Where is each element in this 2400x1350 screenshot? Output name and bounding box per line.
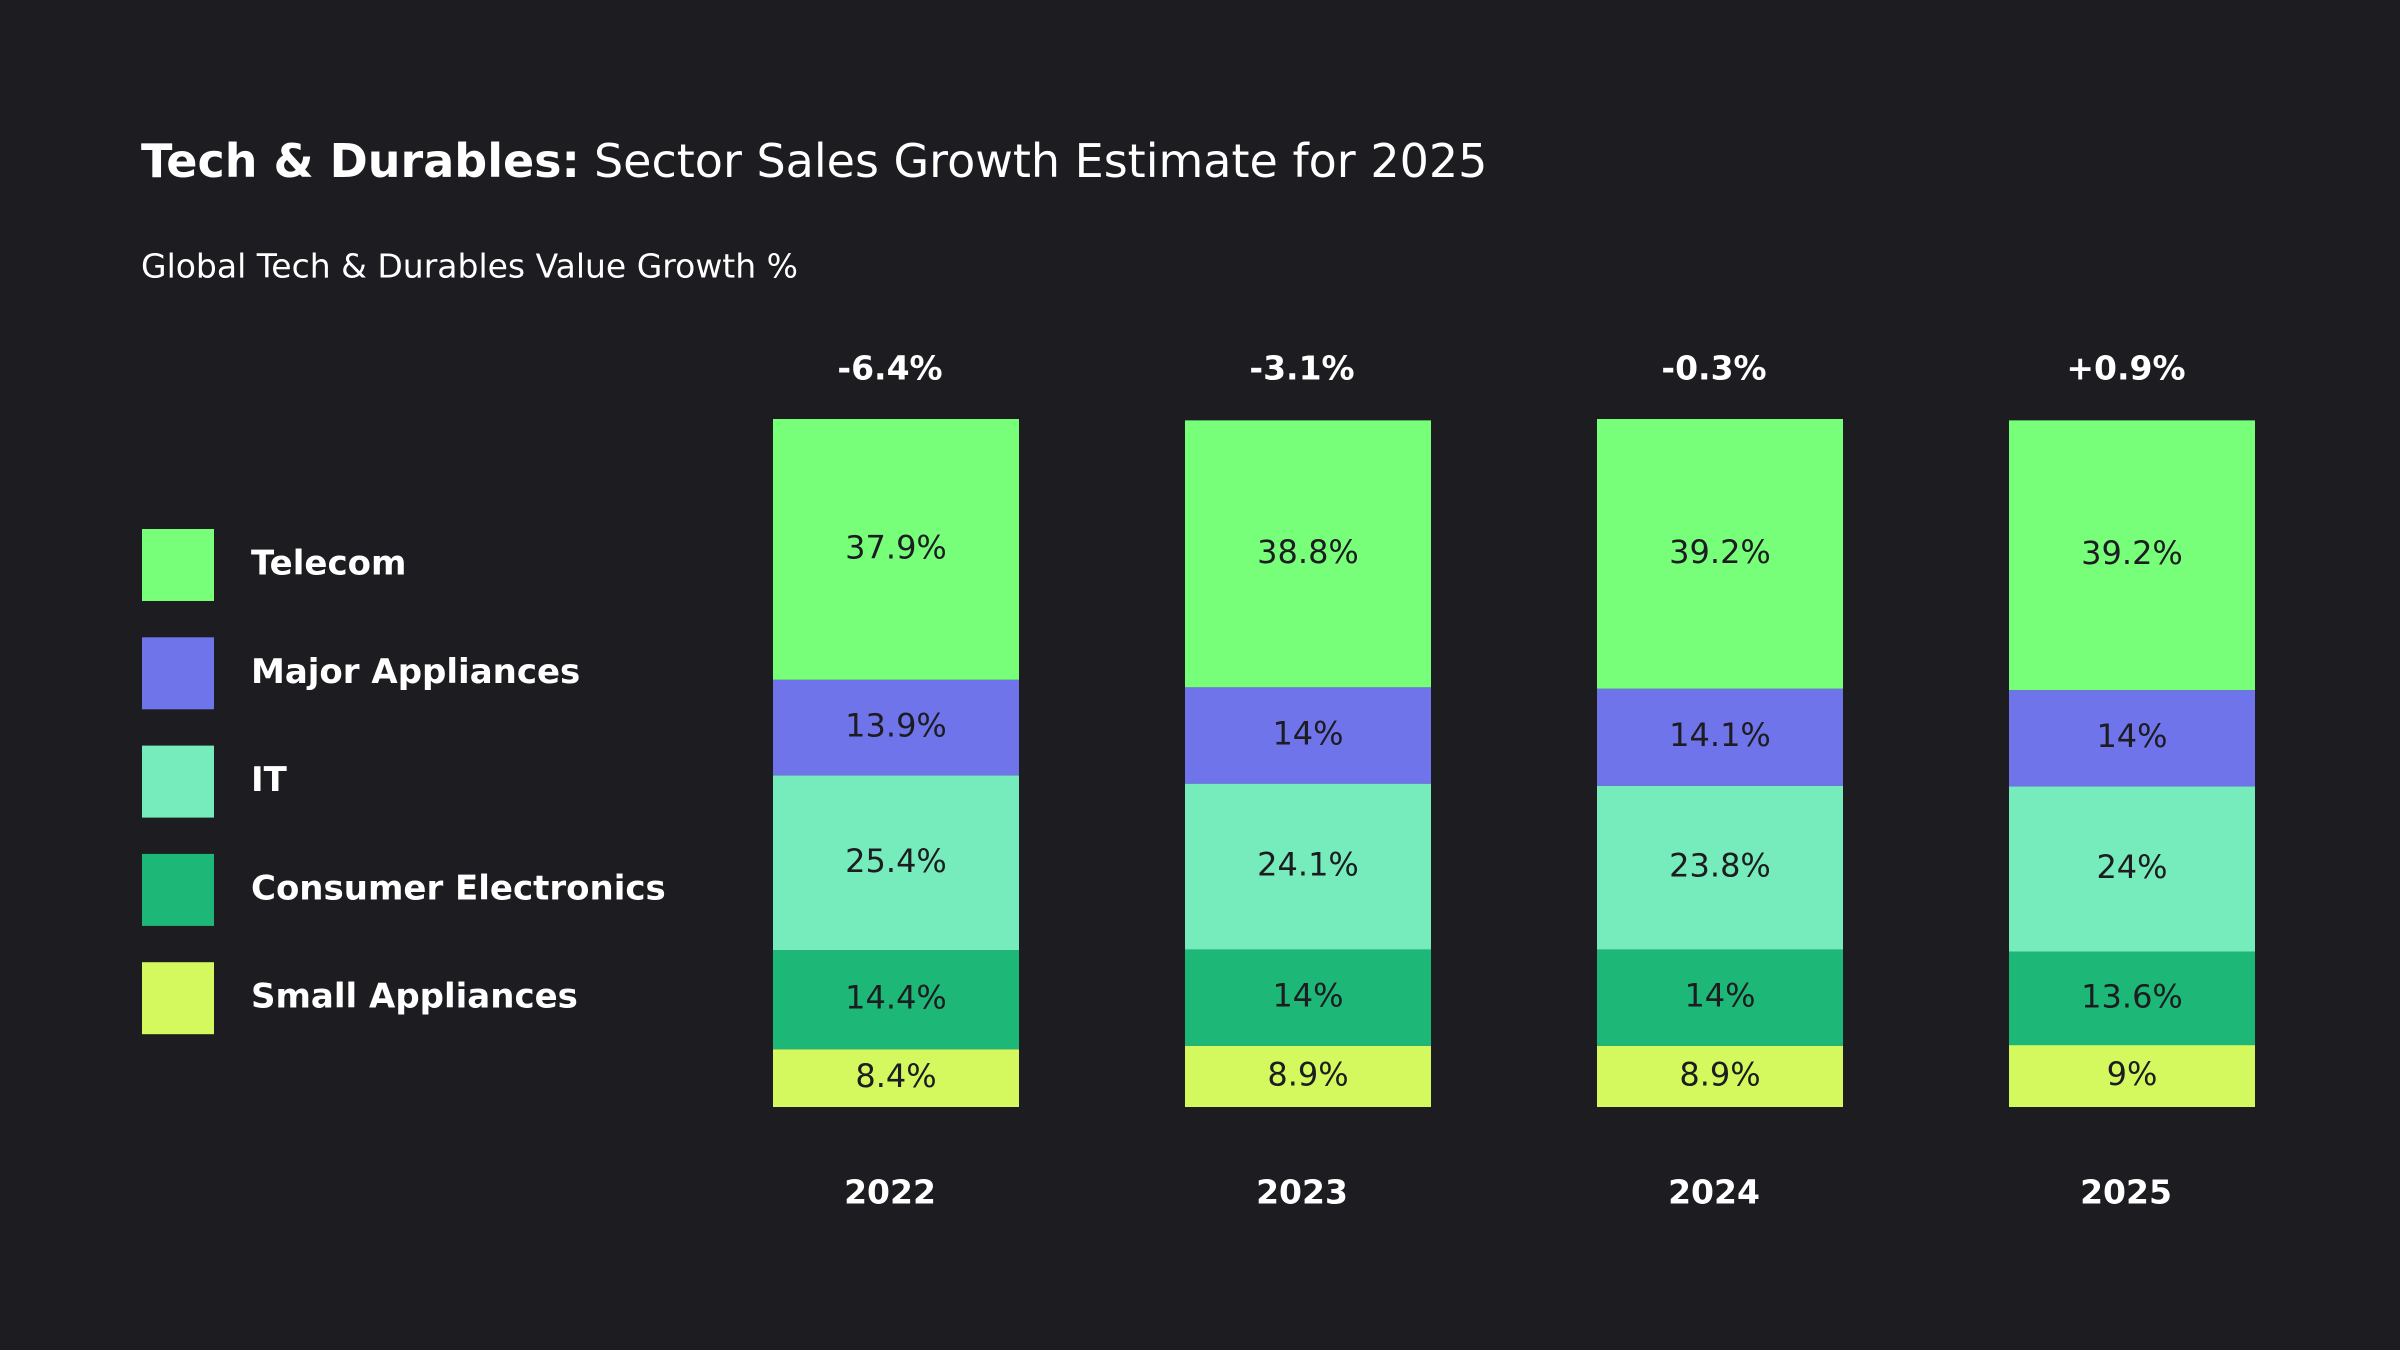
- bar-segment: [773, 775, 1019, 951]
- bar-segment: [1597, 419, 1843, 689]
- data-label: 39.2%: [1669, 533, 1771, 571]
- bar-segment: [1185, 949, 1431, 1046]
- total-label: -6.4%: [837, 349, 942, 388]
- chart-subtitle: Global Tech & Durables Value Growth %: [141, 247, 798, 286]
- data-label: 39.2%: [2081, 534, 2183, 572]
- total-label: -0.3%: [1661, 349, 1766, 388]
- bar-segment: [2009, 951, 2255, 1046]
- data-label: 24.1%: [1257, 846, 1359, 884]
- data-label: 8.4%: [855, 1057, 936, 1095]
- legend-label: IT: [251, 760, 288, 800]
- bar-segment: [1185, 687, 1431, 784]
- data-label: 38.8%: [1257, 533, 1359, 571]
- data-label: 37.9%: [845, 528, 947, 566]
- bar-segment: [1597, 688, 1843, 786]
- legend-swatch: [142, 962, 214, 1035]
- data-label: 14%: [1272, 714, 1343, 752]
- data-label: 14%: [2096, 717, 2167, 755]
- bar-segment: [1185, 783, 1431, 950]
- legend-swatch: [142, 637, 214, 710]
- title-rest: Sector Sales Growth Estimate for 2025: [594, 134, 1487, 188]
- bar-segment: [1597, 949, 1843, 1046]
- bar-segment: [2009, 1045, 2255, 1107]
- bar-segment: [1597, 785, 1843, 950]
- data-label: 8.9%: [1267, 1055, 1348, 1093]
- data-label: 23.8%: [1669, 847, 1771, 885]
- legend-label: Consumer Electronics: [251, 868, 666, 908]
- legend-swatch: [142, 745, 214, 818]
- bar-segment: [2009, 786, 2255, 952]
- data-label: 24%: [2096, 848, 2167, 886]
- legend-swatch: [142, 853, 214, 926]
- x-tick-label: 2024: [1668, 1173, 1760, 1212]
- x-tick-label: 2022: [844, 1173, 936, 1212]
- data-label: 13.6%: [2081, 977, 2183, 1015]
- data-label: 9%: [2107, 1055, 2158, 1093]
- data-label: 25.4%: [845, 842, 947, 880]
- bar-segment: [773, 679, 1019, 776]
- bar-segment: [2009, 690, 2255, 787]
- x-tick-label: 2025: [2080, 1173, 2172, 1212]
- total-label: -3.1%: [1249, 349, 1354, 388]
- data-label: 14%: [1684, 977, 1755, 1015]
- bar-segment: [2009, 420, 2255, 691]
- legend-label: Telecom: [251, 544, 406, 584]
- bar-segment: [773, 950, 1019, 1050]
- data-label: 13.9%: [845, 707, 947, 745]
- bar-segment: [1185, 1045, 1431, 1107]
- chart-title: Tech & Durables: Sector Sales Growth Esti…: [141, 134, 1487, 188]
- bar-segment: [773, 1049, 1019, 1107]
- legend-label: Major Appliances: [251, 652, 580, 692]
- title-bold: Tech & Durables:: [141, 134, 580, 188]
- total-label: +0.9%: [2066, 349, 2185, 388]
- x-tick-label: 2023: [1256, 1173, 1348, 1212]
- legend-label: Small Appliances: [251, 977, 578, 1017]
- data-label: 14.4%: [845, 979, 947, 1017]
- data-label: 14%: [1272, 977, 1343, 1015]
- bar-segment: [1597, 1045, 1843, 1107]
- bar-segment: [773, 419, 1019, 680]
- data-label: 8.9%: [1679, 1055, 1760, 1093]
- bar-segment: [1185, 420, 1431, 688]
- legend-swatch: [142, 529, 214, 601]
- data-label: 14.1%: [1669, 716, 1771, 754]
